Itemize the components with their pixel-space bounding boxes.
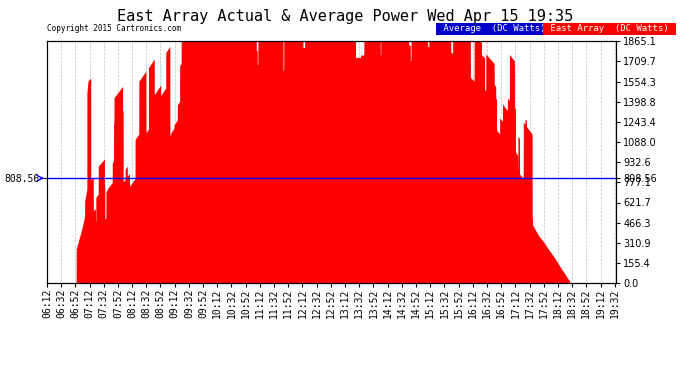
Text: East Array  (DC Watts): East Array (DC Watts) — [545, 24, 674, 33]
Text: Average  (DC Watts): Average (DC Watts) — [438, 24, 551, 33]
Text: Copyright 2015 Cartronics.com: Copyright 2015 Cartronics.com — [47, 24, 181, 33]
Text: East Array Actual & Average Power Wed Apr 15 19:35: East Array Actual & Average Power Wed Ap… — [117, 9, 573, 24]
